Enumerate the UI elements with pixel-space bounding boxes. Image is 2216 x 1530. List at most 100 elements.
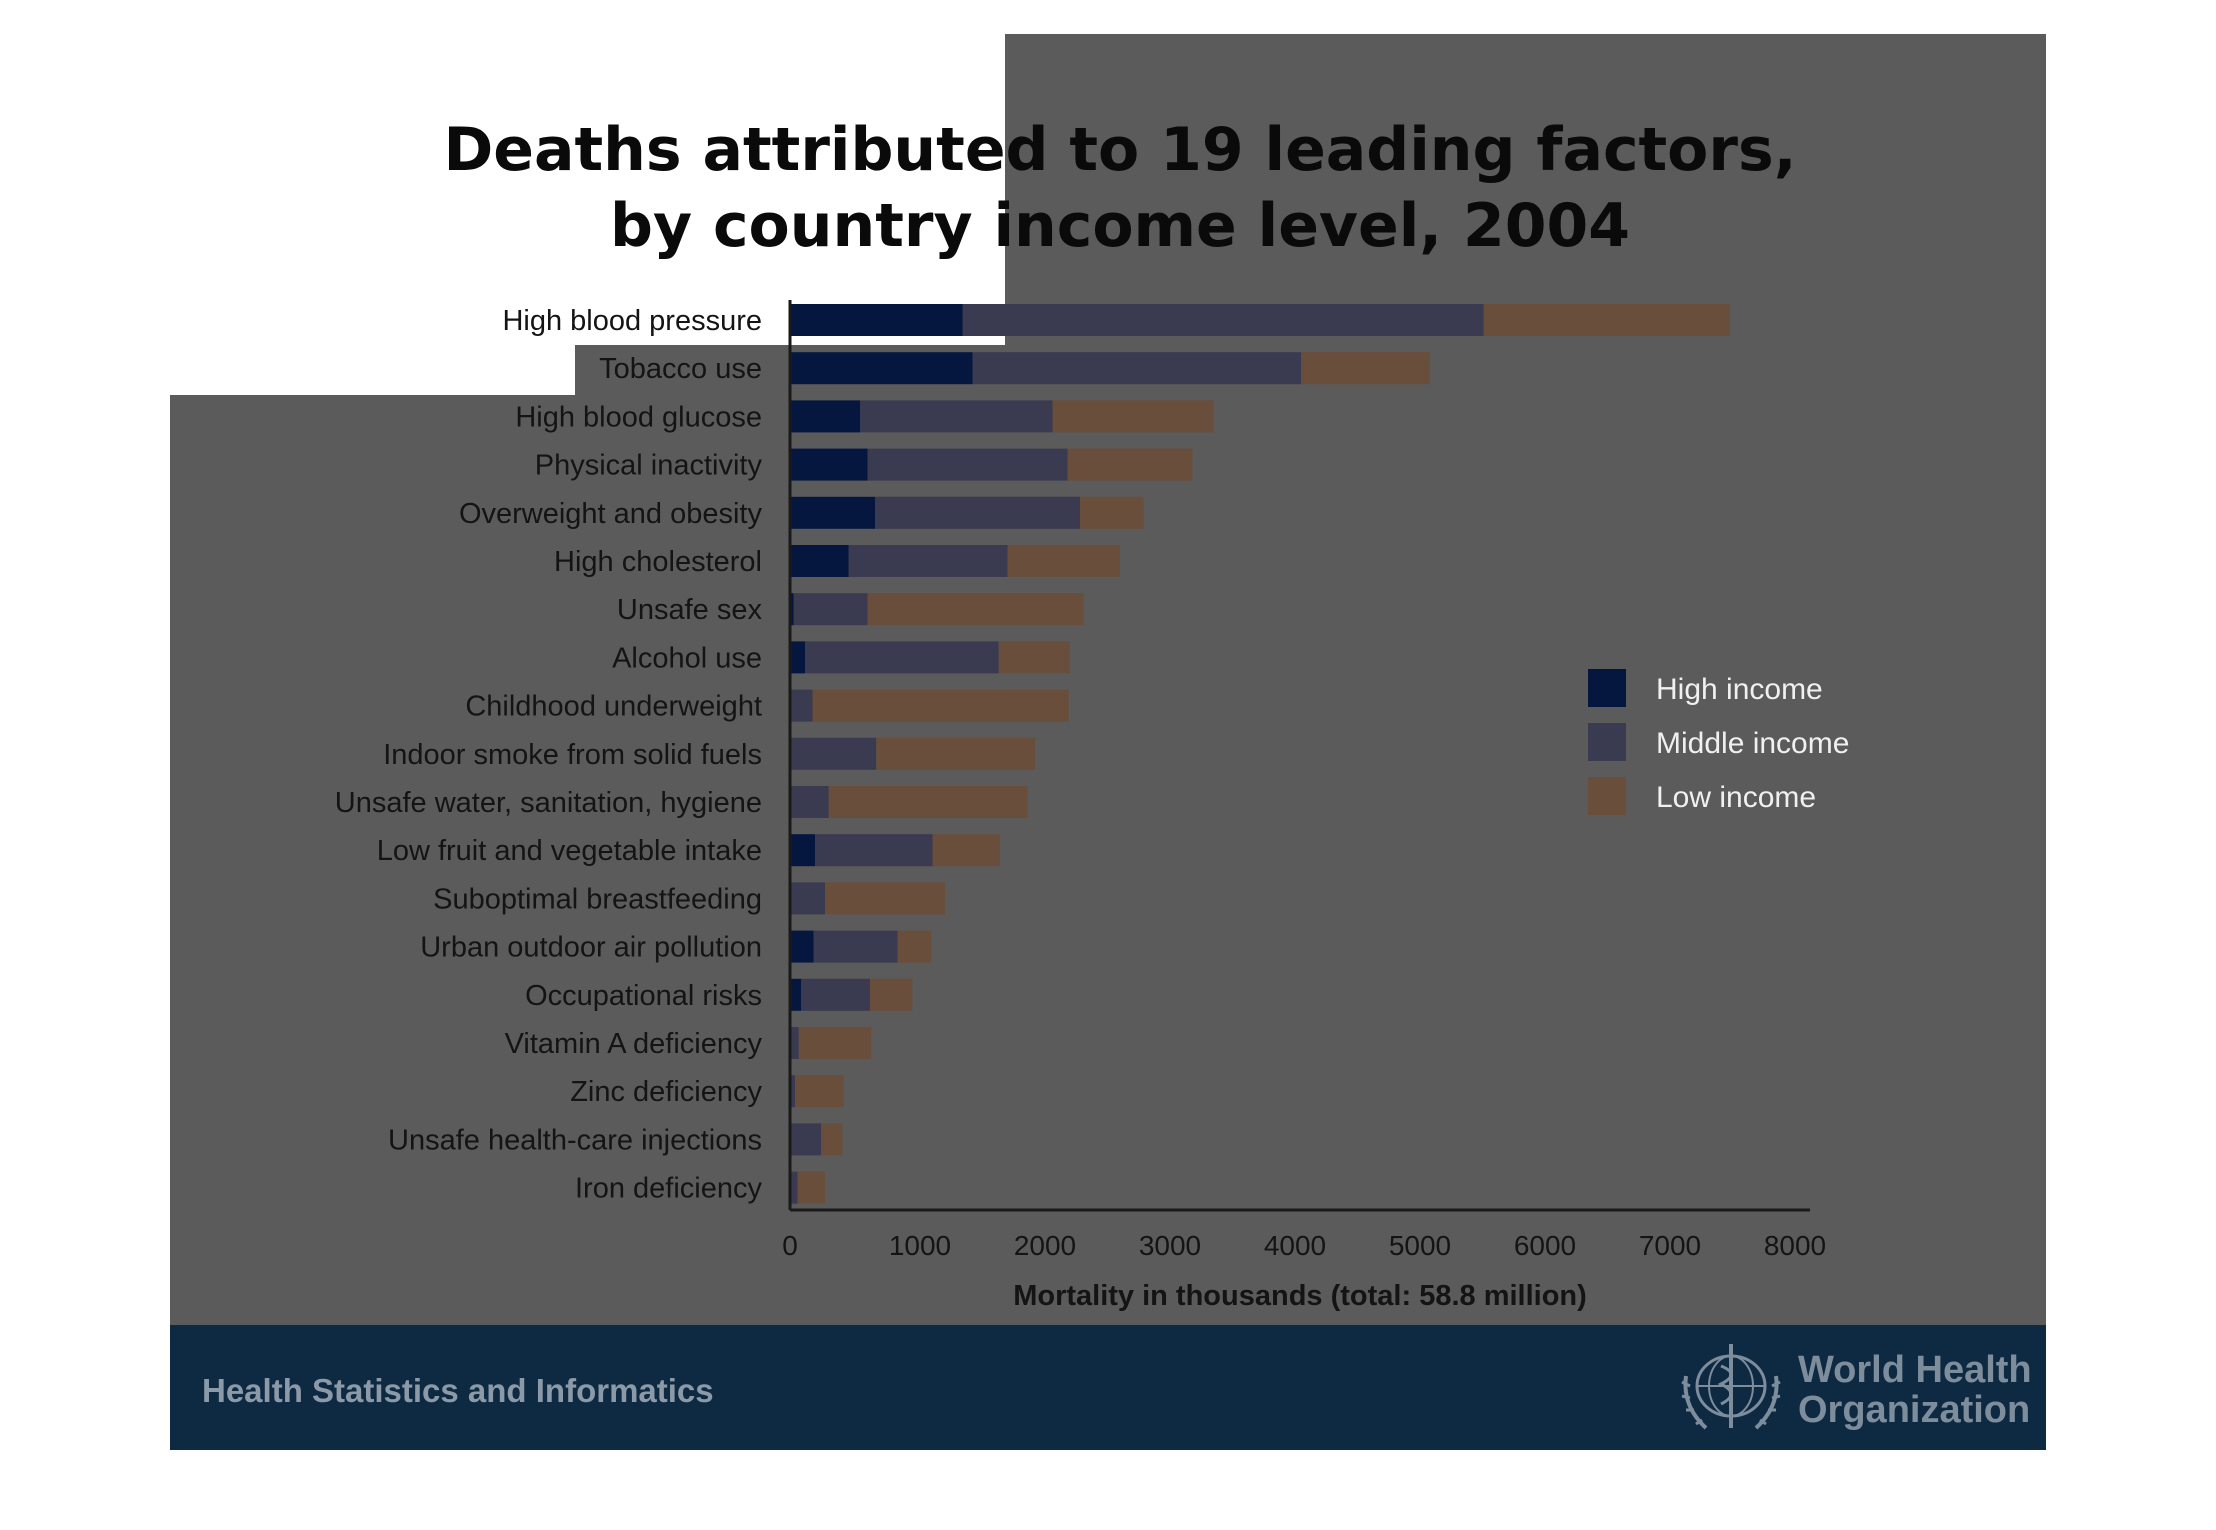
x-tick-label-2000: 2000: [1014, 1230, 1076, 1261]
background-panel-right: [1005, 34, 2046, 1326]
bar-occupational-risks-low-income: [870, 978, 913, 1011]
bar-vitamin-a-deficiency-low-income: [798, 1027, 872, 1059]
bar-occupational-risks-middle-income: [801, 978, 870, 1011]
category-label-high-blood-glucose: High blood glucose: [515, 401, 762, 433]
category-label-overweight-and-obesity: Overweight and obesity: [459, 498, 763, 530]
bar-urban-outdoor-air-pollution-low-income: [897, 930, 932, 963]
bars-group: [790, 304, 1730, 1204]
category-labels-group: High blood pressure Tobacco use High blood…: [335, 305, 763, 1205]
legend-label-low-income: Low income: [1656, 781, 1816, 814]
bar-urban-outdoor-air-pollution-high-income: [790, 930, 814, 963]
bar-high-blood-pressure-low-income: [1483, 304, 1730, 336]
bar-unsafe-sex-high-income: [790, 593, 794, 626]
category-label-tobacco-use: Tobacco use: [599, 353, 762, 385]
bar-urban-outdoor-air-pollution-middle-income: [813, 930, 898, 963]
footer-left-text: Health Statistics and Informatics: [202, 1372, 714, 1409]
category-label-childhood-underweight: Childhood underweight: [465, 691, 762, 723]
bar-iron-deficiency-low-income: [797, 1171, 825, 1204]
bar-physical-inactivity-middle-income: [867, 448, 1068, 481]
bar-occupational-risks-high-income: [790, 978, 802, 1011]
bar-low-fruit-and-vegetable-intake-low-income: [932, 834, 1000, 867]
bar-suboptimal-breastfeeding-middle-income: [791, 882, 825, 915]
legend-swatch-middle-income: [1588, 723, 1626, 761]
bar-high-blood-pressure-middle-income: [962, 304, 1484, 336]
bar-high-blood-pressure-high-income: [790, 304, 963, 336]
category-label-unsafe-sex: Unsafe sex: [617, 594, 763, 626]
bar-unsafe-health-care-injections-middle-income: [791, 1123, 822, 1156]
x-axis: 0 1000 2000 3000 4000 5000 6000 7000 8000 Mortali…: [782, 300, 1826, 1312]
bar-unsafe-sex-low-income: [867, 593, 1084, 626]
bar-physical-inactivity-high-income: [790, 448, 868, 481]
category-label-indoor-smoke-from-solid-fuels: Indoor smoke from solid fuels: [383, 739, 762, 771]
category-label-iron-deficiency: Iron deficiency: [575, 1173, 762, 1205]
legend-label-high-income: High income: [1656, 673, 1823, 706]
bar-overweight-and-obesity-middle-income: [875, 496, 1080, 529]
bar-alcohol-use-middle-income: [805, 641, 999, 674]
bar-zinc-deficiency-low-income: [795, 1075, 844, 1108]
x-tick-label-1000: 1000: [889, 1230, 951, 1261]
bar-suboptimal-breastfeeding-low-income: [825, 882, 945, 915]
chart-title-line-1: Deaths attributed to 19 leading factors,: [443, 115, 1797, 185]
who-wordmark-line-1: World Health: [1798, 1349, 2032, 1391]
bar-unsafe-sex-middle-income: [793, 593, 868, 626]
category-label-high-cholesterol: High cholesterol: [554, 546, 762, 578]
who-wordmark-line-2: Organization: [1798, 1389, 2031, 1431]
category-label-urban-outdoor-air-pollution: Urban outdoor air pollution: [420, 932, 762, 964]
bar-high-blood-glucose-high-income: [790, 400, 860, 433]
chart-title-line-2: by country income level, 2004: [610, 191, 1630, 261]
bar-alcohol-use-high-income: [790, 641, 805, 674]
bar-unsafe-health-care-injections-low-income: [821, 1123, 843, 1156]
category-label-unsafe-water-sanitation-hygiene: Unsafe water, sanitation, hygiene: [335, 787, 762, 819]
bar-physical-inactivity-low-income: [1067, 448, 1193, 481]
bar-high-cholesterol-low-income: [1007, 545, 1120, 577]
category-label-occupational-risks: Occupational risks: [525, 980, 762, 1012]
x-tick-label-0: 0: [782, 1230, 798, 1261]
bar-iron-deficiency-middle-income: [791, 1171, 798, 1204]
legend-swatch-high-income: [1588, 669, 1626, 707]
category-label-zinc-deficiency: Zinc deficiency: [570, 1076, 762, 1108]
category-label-alcohol-use: Alcohol use: [612, 642, 762, 674]
bar-unsafe-water-sanitation-hygiene-middle-income: [791, 786, 829, 818]
bar-overweight-and-obesity-low-income: [1080, 496, 1144, 529]
x-tick-label-3000: 3000: [1139, 1230, 1201, 1261]
bar-high-blood-glucose-middle-income: [860, 400, 1053, 433]
bar-tobacco-use-middle-income: [972, 352, 1302, 385]
category-label-low-fruit-and-vegetable-intake: Low fruit and vegetable intake: [377, 835, 762, 867]
footer-band: [170, 1325, 2046, 1450]
category-label-unsafe-health-care-injections: Unsafe health-care injections: [388, 1124, 762, 1156]
bar-low-fruit-and-vegetable-intake-high-income: [790, 834, 815, 867]
bar-low-fruit-and-vegetable-intake-middle-income: [815, 834, 933, 867]
bar-tobacco-use-low-income: [1301, 352, 1430, 385]
legend-swatch-low-income: [1588, 777, 1626, 815]
who-emblem-icon: [1681, 1344, 1781, 1430]
bar-high-cholesterol-high-income: [790, 545, 849, 577]
bar-high-cholesterol-middle-income: [848, 545, 1008, 577]
bar-childhood-underweight-middle-income: [791, 689, 813, 722]
bar-childhood-underweight-low-income: [812, 689, 1069, 722]
legend: High income Middle income Low income: [1588, 669, 1849, 815]
bar-overweight-and-obesity-high-income: [790, 496, 875, 529]
category-label-suboptimal-breastfeeding: Suboptimal breastfeeding: [433, 883, 762, 915]
x-tick-label-4000: 4000: [1264, 1230, 1326, 1261]
bar-zinc-deficiency-middle-income: [791, 1075, 795, 1108]
chart-title: Deaths attributed to 19 leading factors,…: [330, 112, 1910, 264]
who-wordmark: World Health Organization: [1798, 1350, 2032, 1430]
bar-high-blood-glucose-low-income: [1052, 400, 1214, 433]
category-label-physical-inactivity: Physical inactivity: [535, 450, 763, 482]
bar-tobacco-use-high-income: [790, 352, 973, 385]
category-label-high-blood-pressure: High blood pressure: [502, 305, 762, 337]
category-label-vitamin-a-deficiency: Vitamin A deficiency: [505, 1028, 763, 1060]
x-axis-title: Mortality in thousands (total: 58.8 mill…: [1013, 1280, 1587, 1312]
x-tick-label-6000: 6000: [1514, 1230, 1576, 1261]
x-tick-label-7000: 7000: [1639, 1230, 1701, 1261]
bar-vitamin-a-deficiency-middle-income: [791, 1027, 799, 1059]
bar-alcohol-use-low-income: [998, 641, 1070, 674]
x-tick-label-8000: 8000: [1764, 1230, 1826, 1261]
bar-indoor-smoke-from-solid-fuels-low-income: [876, 737, 1035, 770]
x-tick-label-5000: 5000: [1389, 1230, 1451, 1261]
bar-indoor-smoke-from-solid-fuels-middle-income: [791, 737, 877, 770]
legend-label-middle-income: Middle income: [1656, 727, 1849, 760]
bar-unsafe-water-sanitation-hygiene-low-income: [828, 786, 1028, 818]
